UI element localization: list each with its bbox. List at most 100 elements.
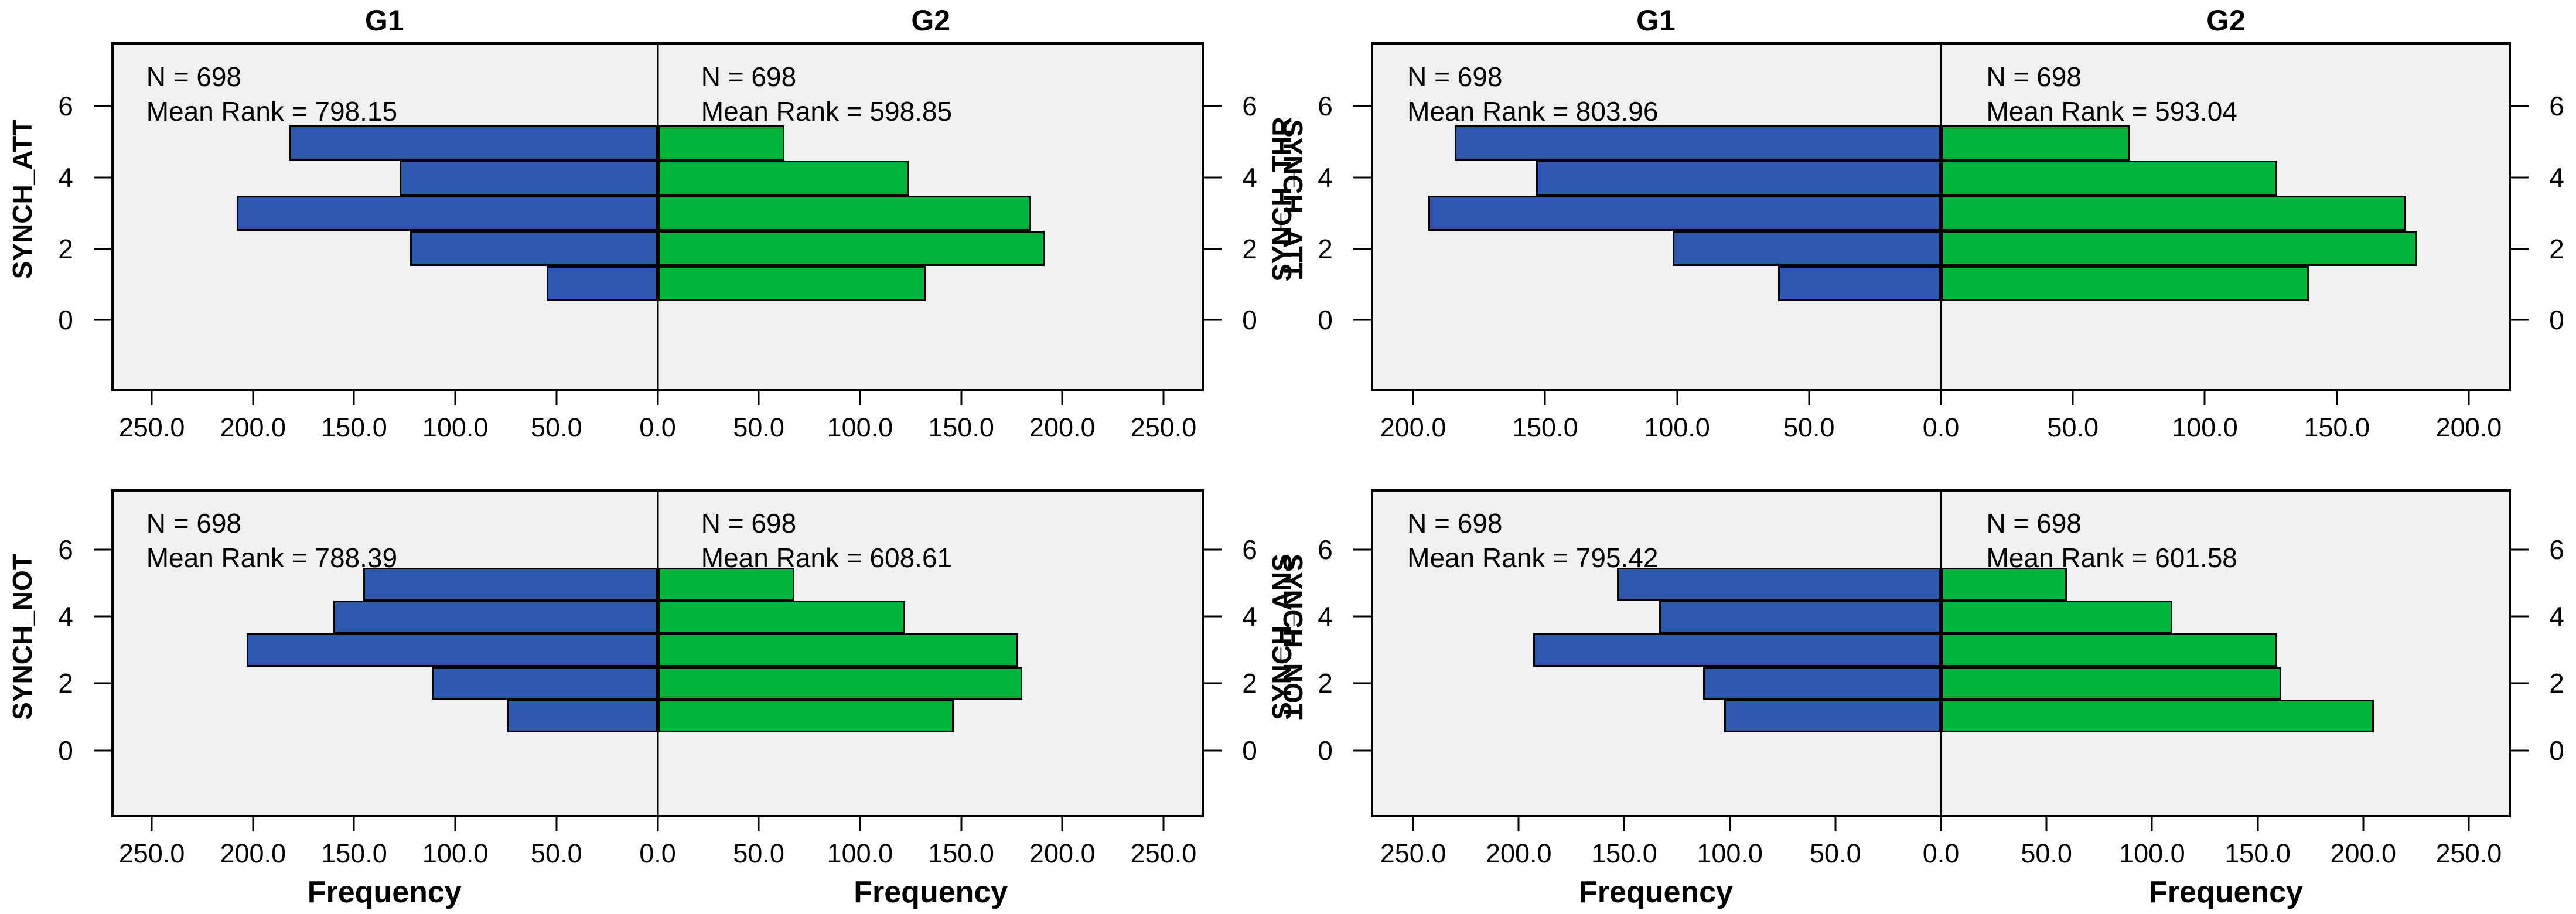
pyramid-center-axis [1940,45,1942,389]
y-axis-tick-right [1204,176,1222,179]
x-axis-tick [2336,391,2338,405]
bar-g1-SYNCH_NOT-y2 [432,666,658,700]
bar-g1-SYNCH_ATT-y5 [289,125,658,161]
pyramid-half-g1-SYNCH_ANS: N = 698 Mean Rank = 795.42 [1373,492,1941,815]
n-label: N = 698 [1986,62,2082,93]
x-tick-label: 150.0 [2224,838,2291,868]
y-axis-title-left-SYNCH_ANS: SYNCH_ANS [1267,554,1297,720]
x-axis-tick [657,391,658,405]
x-axis-tick [1061,391,1063,405]
bar-g1-SYNCH_THR-y1 [1777,266,1941,301]
bar-g2-SYNCH_ANS-y1 [1941,699,2374,733]
y-tick-label-left: 6 [58,534,73,565]
x-axis-tick [859,391,861,405]
bar-g2-SYNCH_NOT-y3 [657,633,1019,667]
x-tick-label: 0.0 [639,412,676,442]
bar-g1-SYNCH_ANS-y3 [1533,633,1941,667]
x-tick-label: 50.0 [2047,412,2099,442]
y-axis-tick-right [1204,682,1222,684]
x-tick-label: 200.0 [220,838,286,868]
x-tick-label: 150.0 [1512,412,1578,442]
y-tick-label-right: 0 [1242,305,1257,336]
x-axis-tick [1729,817,1731,831]
y-axis-tick-right [1204,105,1222,107]
y-tick-label-left: 4 [1318,601,1333,632]
x-tick-label: 250.0 [2435,838,2502,868]
bar-g2-SYNCH_THR-y4 [1941,161,2278,196]
x-axis-tick [1623,817,1625,831]
x-axis-tick [2072,391,2074,405]
bar-g1-SYNCH_ANS-y2 [1703,666,1941,700]
x-axis-tick [555,817,558,831]
x-tick-label: 100.0 [827,838,893,868]
pyramid-half-g2-SYNCH_THR: N = 698 Mean Rank = 593.04 [1941,45,2509,389]
group-title-g2: G2 [911,4,951,37]
y-axis-tick-left [94,548,111,551]
y-tick-label-right: 4 [2549,601,2564,632]
x-axis-title-g2: Frequency [2149,875,2303,909]
y-tick-label-left: 2 [1318,233,1333,264]
n-label: N = 698 [1407,62,1503,93]
x-axis-tick [1808,391,1810,405]
x-tick-label: 150.0 [321,412,387,442]
mean-rank-label: Mean Rank = 798.15 [146,96,398,127]
bar-g1-SYNCH_THR-y4 [1536,161,1941,196]
bar-g2-SYNCH_ANS-y3 [1941,633,2278,667]
x-tick-label: 150.0 [928,838,994,868]
bar-g1-SYNCH_NOT-y1 [506,699,658,733]
x-tick-label: 100.0 [1644,412,1710,442]
bar-g1-SYNCH_NOT-y3 [246,633,658,667]
y-axis-tick-right [1204,548,1222,551]
x-axis-tick [2203,391,2206,405]
y-tick-label-left: 2 [1318,668,1333,699]
bar-g2-SYNCH_NOT-y2 [657,666,1022,700]
stats-g2-SYNCH_THR: N = 698 Mean Rank = 593.04 [1987,60,2237,129]
x-axis-tick [252,391,254,405]
bar-g1-SYNCH_THR-y3 [1428,196,1941,231]
y-tick-label-right: 6 [1242,534,1257,565]
x-axis-tick [758,817,760,831]
x-axis-tick [2045,817,2048,831]
y-axis-tick-right [2511,319,2529,321]
x-axis-title-g2: Frequency [854,875,1008,909]
bar-g2-SYNCH_NOT-y4 [657,600,906,634]
y-axis-tick-left [1353,615,1371,618]
x-axis-tick [1544,391,1546,405]
y-tick-label-right: 0 [2549,305,2564,336]
y-axis-tick-right [1204,749,1222,752]
x-tick-label: 0.0 [1922,838,1960,868]
pyramid-half-g1-SYNCH_NOT: N = 698 Mean Rank = 788.39 [114,492,658,815]
bar-g2-SYNCH_ANS-y4 [1941,600,2172,634]
x-tick-label: 100.0 [2172,412,2238,442]
x-tick-label: 0.0 [639,838,676,868]
bar-g1-SYNCH_ATT-y2 [410,230,658,266]
bar-g2-SYNCH_ANS-y5 [1941,567,2067,601]
x-tick-label: 250.0 [118,412,185,442]
x-tick-label: 200.0 [1485,838,1552,868]
y-axis-title-left-SYNCH_NOT: SYNCH_NOT [7,554,37,720]
y-axis-tick-left [1353,105,1371,107]
bar-g2-SYNCH_ATT-y5 [657,125,785,161]
mean-rank-label: Mean Rank = 593.04 [1986,96,2237,127]
y-axis-tick-left [94,319,111,321]
x-axis-tick [151,391,153,405]
x-tick-label: 250.0 [1380,838,1446,868]
y-tick-label-left: 2 [58,668,73,699]
bar-g1-SYNCH_NOT-y5 [363,567,658,601]
x-axis-title-g1: Frequency [307,875,462,909]
x-axis-title-g1: Frequency [1579,875,1733,909]
y-axis-tick-right [2511,248,2529,250]
y-tick-label-right: 6 [2549,534,2564,565]
plot-area-SYNCH_THR: N = 698 Mean Rank = 803.96 N = 698 Mean Ran… [1371,42,2511,391]
x-tick-label: 200.0 [1380,412,1446,442]
y-axis-tick-left [1353,319,1371,321]
plot-area-SYNCH_ATT: N = 698 Mean Rank = 798.15 N = 698 Mean Ran… [111,42,1204,391]
x-axis-tick [1940,391,1942,405]
bar-g2-SYNCH_ATT-y2 [657,230,1045,266]
x-tick-label: 200.0 [220,412,286,442]
bar-g2-SYNCH_NOT-y5 [657,567,795,601]
x-tick-label: 150.0 [2304,412,2370,442]
pyramid-center-axis [657,492,658,815]
y-tick-label-left: 4 [58,162,73,193]
x-tick-label: 50.0 [733,412,784,442]
